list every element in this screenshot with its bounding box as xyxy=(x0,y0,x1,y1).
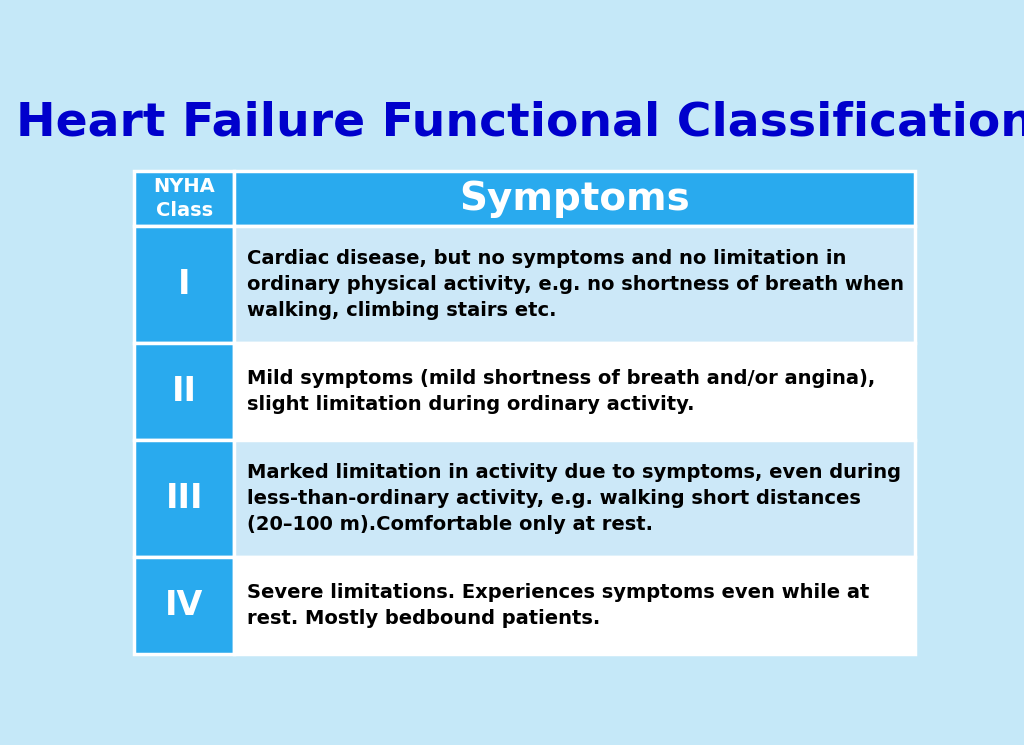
Text: Heart Failure Functional Classification: Heart Failure Functional Classification xyxy=(15,101,1024,146)
Text: Mild symptoms (mild shortness of breath and/or angina),
slight limitation during: Mild symptoms (mild shortness of breath … xyxy=(247,370,876,414)
Bar xyxy=(234,226,915,343)
Bar xyxy=(134,343,234,440)
Text: Marked limitation in activity due to symptoms, even during
less-than-ordinary ac: Marked limitation in activity due to sym… xyxy=(247,463,901,534)
Text: NYHA
Class: NYHA Class xyxy=(154,177,215,220)
Bar xyxy=(134,226,234,343)
Text: Symptoms: Symptoms xyxy=(460,180,690,218)
Bar xyxy=(134,557,234,654)
Bar xyxy=(134,440,234,557)
Text: Cardiac disease, but no symptoms and no limitation in
ordinary physical activity: Cardiac disease, but no symptoms and no … xyxy=(247,250,904,320)
Text: I: I xyxy=(178,268,190,301)
Bar xyxy=(234,343,915,440)
Bar xyxy=(234,171,915,226)
Text: IV: IV xyxy=(165,589,204,622)
Text: III: III xyxy=(166,482,203,516)
Bar xyxy=(134,171,234,226)
Bar xyxy=(234,557,915,654)
Text: Severe limitations. Experiences symptoms even while at
rest. Mostly bedbound pat: Severe limitations. Experiences symptoms… xyxy=(247,583,869,628)
Text: II: II xyxy=(172,375,197,408)
Bar xyxy=(234,440,915,557)
